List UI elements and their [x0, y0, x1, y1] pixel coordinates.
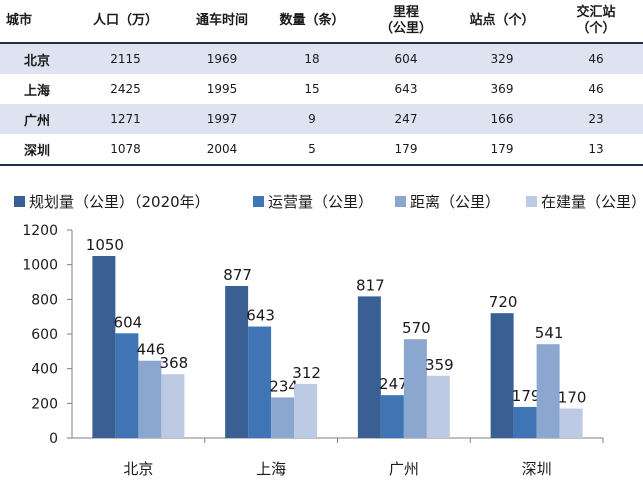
legend-label: 在建量（公里）: [541, 193, 643, 211]
cell-city: 深圳: [0, 134, 74, 166]
bar: [92, 256, 116, 438]
cell: 13: [549, 134, 643, 166]
header-mileage: 里程 （公里）: [357, 0, 455, 44]
cell: 643: [394, 82, 418, 96]
bar: [248, 326, 272, 438]
y-tick-label: 1000: [22, 258, 58, 274]
y-tick-label: 600: [31, 327, 58, 343]
y-tick-label: 800: [31, 292, 58, 308]
bar: [490, 313, 514, 438]
cell: 1078: [74, 134, 177, 166]
y-tick-label: 0: [49, 431, 58, 447]
cell: 46: [549, 43, 643, 74]
cell: 369: [490, 82, 514, 96]
bar: [138, 360, 162, 438]
cell: 1271: [74, 104, 177, 134]
legend-label: 规划量（公里）（2020年）: [29, 193, 210, 211]
bar: [115, 333, 139, 438]
data-label: 234: [269, 377, 298, 395]
data-label: 570: [402, 319, 431, 337]
data-label: 247: [379, 375, 408, 393]
y-tick-label: 200: [31, 396, 58, 412]
bar: [513, 406, 537, 438]
bar: [536, 344, 560, 438]
cell: 604: [357, 43, 455, 74]
cell-city: 上海: [23, 83, 50, 99]
data-label: 1050: [86, 236, 124, 254]
data-label: 817: [356, 276, 385, 294]
cell: 5: [267, 134, 357, 166]
data-label: 446: [137, 341, 166, 359]
cell: 23: [549, 104, 643, 134]
legend-label: 距离（公里）: [410, 193, 500, 211]
data-label: 604: [114, 313, 143, 331]
cell-city: 广州: [0, 104, 74, 134]
category-label: 深圳: [522, 460, 552, 478]
y-tick-label: 1200: [22, 223, 58, 239]
data-label: 541: [535, 324, 564, 342]
table-row: 广州 1271 1997 9 247 166 23: [0, 104, 643, 134]
data-label: 720: [489, 293, 518, 311]
cell: 166: [455, 104, 549, 134]
cell: 247: [357, 104, 455, 134]
header-line-count: 数量（条）: [267, 0, 357, 44]
data-label: 359: [425, 356, 454, 374]
table-header-row: 城市 人口（万） 通车时间 数量（条） 里程 （公里） 站点（个） 交汇站 （个…: [0, 0, 643, 44]
table-row: 上海 2425 1995 15 643 369 46: [0, 74, 643, 104]
cell: 1969: [177, 43, 267, 74]
bar: [225, 285, 249, 438]
data-label: 312: [292, 364, 321, 382]
category-label: 广州: [389, 460, 419, 478]
cell: 18: [267, 43, 357, 74]
legend-swatch: [395, 196, 406, 207]
cell: 46: [588, 82, 604, 96]
data-label: 170: [558, 389, 587, 407]
table-row: 北京 2115 1969 18 604 329 46: [0, 43, 643, 74]
legend-swatch: [526, 196, 537, 207]
cell: 179: [455, 134, 549, 166]
legend-swatch: [14, 196, 25, 207]
cell: 2425: [110, 82, 141, 96]
bar: [294, 383, 318, 438]
header-stations: 站点（个）: [455, 0, 549, 44]
y-tick-label: 400: [31, 362, 58, 378]
bar: [426, 375, 450, 438]
bar: [161, 374, 185, 438]
cell: 329: [455, 43, 549, 74]
cell: 1997: [177, 104, 267, 134]
header-interchanges: 交汇站 （个）: [549, 0, 643, 44]
cell: 15: [304, 82, 320, 96]
data-label: 877: [223, 266, 252, 284]
cell: 179: [357, 134, 455, 166]
cell: 2115: [74, 43, 177, 74]
legend-swatch: [253, 196, 264, 207]
cell: 2004: [177, 134, 267, 166]
metro-comparison-table: 城市 人口（万） 通车时间 数量（条） 里程 （公里） 站点（个） 交汇站 （个…: [0, 0, 643, 166]
category-label: 北京: [123, 460, 153, 478]
header-opening-year: 通车时间: [177, 0, 267, 44]
bar: [357, 296, 381, 438]
data-label: 368: [160, 354, 189, 372]
header-population: 人口（万）: [74, 0, 177, 44]
legend-label: 运营量（公里）: [268, 193, 373, 211]
cell-city: 北京: [0, 43, 74, 74]
bar: [559, 408, 583, 438]
bar: [403, 339, 427, 438]
bar: [271, 397, 295, 438]
data-label: 179: [512, 387, 541, 405]
data-label: 643: [246, 307, 275, 325]
cell: 9: [267, 104, 357, 134]
header-city: 城市: [0, 0, 74, 44]
cell: 1995: [206, 82, 238, 96]
table-row: 深圳 1078 2004 5 179 179 13: [0, 134, 643, 166]
category-label: 上海: [256, 460, 286, 478]
bar: [380, 395, 404, 438]
